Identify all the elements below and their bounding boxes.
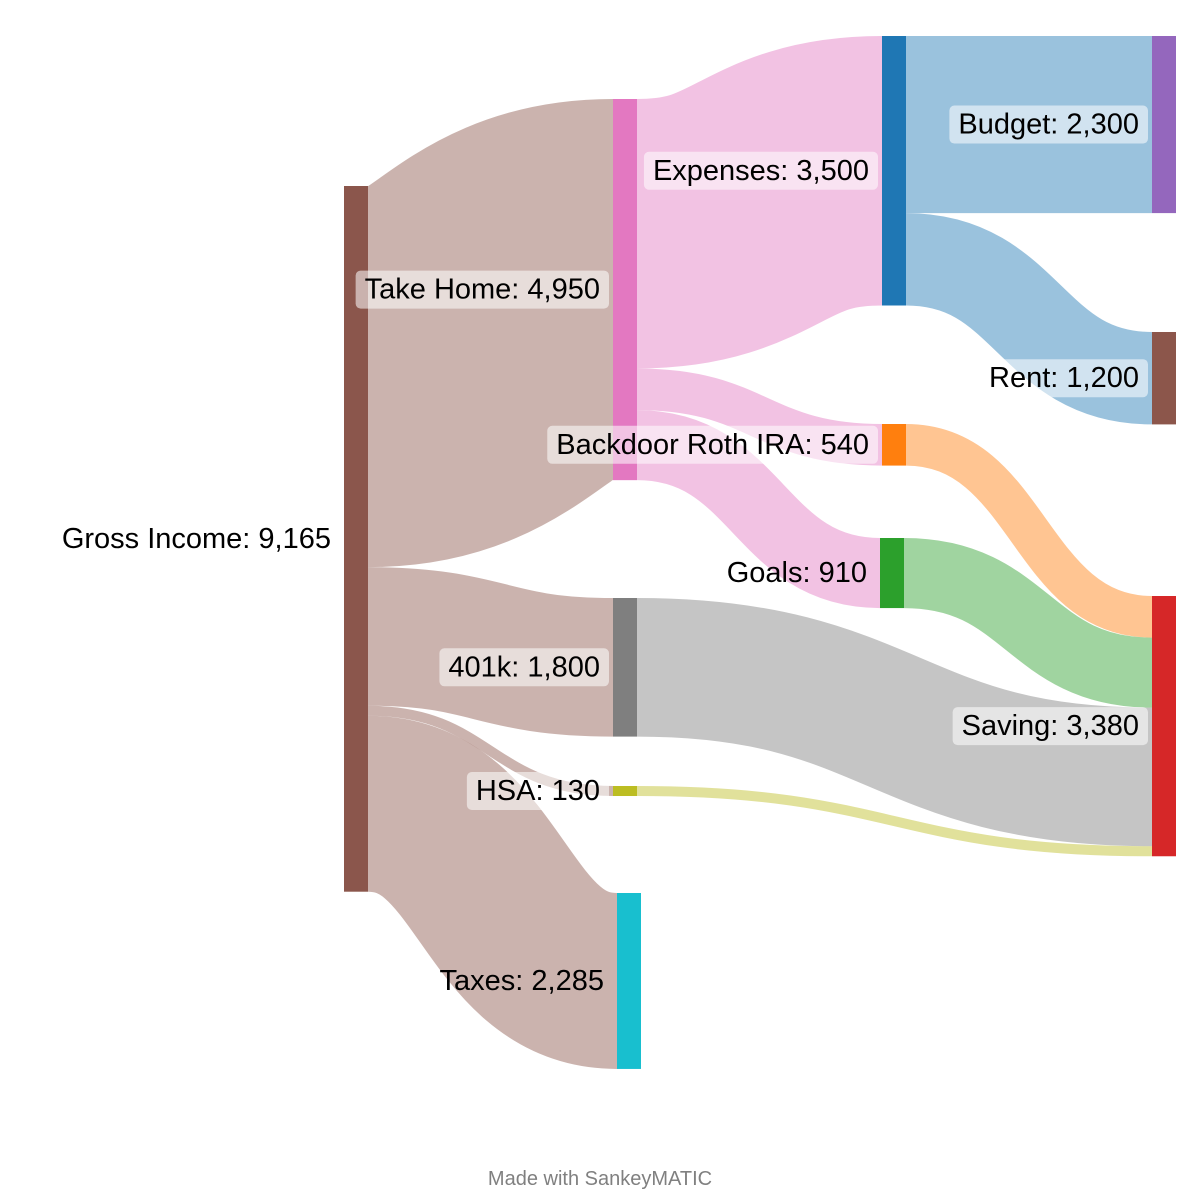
label-box-k401 [439, 648, 609, 687]
link-roth-to-saving [904, 424, 1154, 638]
label-text-rent: Rent: 1,200 [989, 362, 1139, 394]
label-box-take [355, 270, 609, 309]
node-saving [1152, 596, 1176, 857]
label-gross: Gross Income: 9,165 [62, 523, 331, 555]
label-box-budget [949, 105, 1148, 144]
link-hsa-to-saving [636, 786, 1153, 857]
label-text-gross: Gross Income: 9,165 [62, 523, 331, 555]
label-text-goals: Goals: 910 [727, 557, 867, 589]
label-text-hsa: HSA: 130 [476, 775, 600, 807]
label-text-take: Take Home: 4,950 [365, 274, 600, 306]
node-k401 [613, 598, 637, 737]
label-text-budget: Budget: 2,300 [958, 109, 1139, 141]
label-box-roth [547, 425, 878, 464]
label-expenses: Expenses: 3,500 [643, 151, 878, 190]
node-rent [1152, 332, 1176, 425]
label-box-saving [952, 707, 1148, 746]
node-goals [880, 538, 904, 609]
link-k401-to-saving [636, 598, 1153, 847]
node-take [613, 99, 637, 481]
label-text-taxes: Taxes: 2,285 [440, 965, 604, 997]
label-budget: Budget: 2,300 [949, 105, 1148, 144]
label-roth: Backdoor Roth IRA: 540 [547, 425, 878, 464]
label-taxes: Taxes: 2,285 [440, 965, 604, 997]
label-rent: Rent: 1,200 [980, 359, 1148, 398]
footer-credit: Made with SankeyMATIC [487, 1168, 713, 1190]
node-hsa [613, 786, 637, 797]
label-text-saving: Saving: 3,380 [962, 710, 1139, 742]
label-text-expenses: Expenses: 3,500 [653, 155, 869, 187]
link-gross-to-taxes [362, 715, 623, 1069]
label-take: Take Home: 4,950 [355, 270, 609, 309]
flow-nodes [344, 36, 1176, 1069]
label-hsa: HSA: 130 [466, 772, 609, 811]
node-taxes [617, 893, 641, 1069]
node-roth [882, 424, 906, 466]
label-text-roth: Backdoor Roth IRA: 540 [556, 429, 869, 461]
label-box-hsa [466, 772, 609, 811]
link-goals-to-saving [902, 538, 1154, 708]
label-k401: 401k: 1,800 [439, 648, 609, 687]
label-box-expenses [643, 151, 878, 190]
label-text-k401: 401k: 1,800 [448, 651, 600, 683]
node-budget [1152, 36, 1176, 214]
node-labels: Gross Income: 9,165 Take Home: 4,950 401k:… [62, 105, 1148, 997]
flow-links [359, 35, 1154, 1069]
link-take-to-goals [635, 410, 882, 609]
node-expenses [882, 36, 906, 306]
label-goals: Goals: 910 [727, 557, 867, 589]
label-saving: Saving: 3,380 [952, 707, 1148, 746]
label-box-rent [980, 359, 1148, 398]
